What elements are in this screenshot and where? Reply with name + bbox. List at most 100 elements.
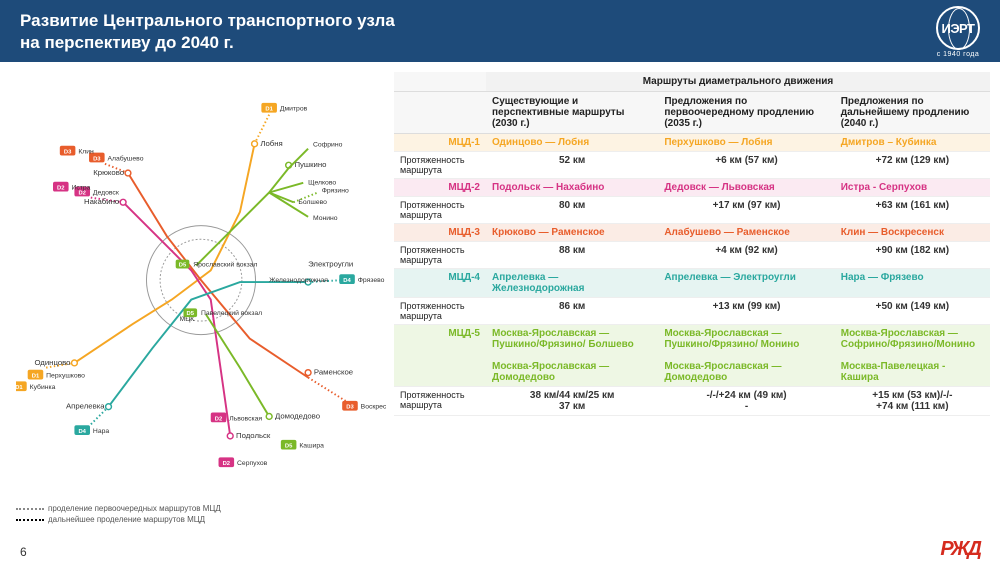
svg-text:Фрязино: Фрязино — [322, 188, 349, 195]
col-header-0 — [394, 92, 486, 134]
mcd5-len_2035: -/-/+24 км (49 км) - — [658, 387, 834, 416]
mcd2-route_2030: Подольск — Нахабино — [486, 179, 658, 197]
mcd5-len_2040: +15 км (53 км)/-/- +74 км (111 км) — [835, 387, 990, 416]
length-row-mcd5: Протяженность маршрута38 км/44 км/25 км … — [394, 387, 990, 416]
svg-text:Львовская: Львовская — [229, 415, 262, 422]
svg-text:D5: D5 — [179, 263, 187, 269]
svg-text:Клин: Клин — [78, 149, 94, 156]
table-super-header: Маршруты диаметрального движения — [486, 72, 990, 92]
mcd4-len_2040: +50 км (149 км) — [835, 298, 990, 325]
length-label-mcd1: Протяженность маршрута — [394, 152, 486, 179]
route-row-mcd5: МЦД-5Москва-Ярославская — Пушкино/Фрязин… — [394, 325, 990, 387]
mcd4-len_2030: 86 км — [486, 298, 658, 325]
mcd3-route_2035: Алабушево — Раменское — [658, 224, 834, 242]
route-row-mcd4: МЦД-4Апрелевка — ЖелезнодорожнаяАпрелевк… — [394, 269, 990, 298]
svg-text:Павелецкий вокзал: Павелецкий вокзал — [201, 309, 262, 317]
col-header-2: Предложения по первоочередному продлению… — [658, 92, 834, 134]
mcd3-route_2040: Клин — Воскресенск — [835, 224, 990, 242]
mcd1-route_2035: Перхушково — Лобня — [658, 134, 834, 152]
svg-text:D1: D1 — [16, 385, 23, 391]
rzd-logo: РЖД — [940, 538, 980, 561]
svg-text:Софрино: Софрино — [313, 142, 343, 149]
legend-item: проделение первоочередных маршрутов МЦД — [16, 503, 386, 514]
svg-text:D3: D3 — [64, 150, 72, 156]
svg-text:Пушкино: Пушкино — [294, 160, 326, 169]
svg-text:Кашира: Кашира — [299, 443, 324, 450]
svg-text:D5: D5 — [187, 311, 195, 317]
svg-text:D4: D4 — [343, 278, 351, 284]
length-row-mcd4: Протяженность маршрута86 км+13 км (99 км… — [394, 298, 990, 325]
svg-text:D2: D2 — [57, 186, 65, 192]
svg-text:Дмитров: Дмитров — [280, 106, 308, 113]
routes-table: Маршруты диаметрального движения Существ… — [394, 72, 990, 416]
route-label-mcd2: МЦД-2 — [394, 179, 486, 197]
route-label-mcd1: МЦД-1 — [394, 134, 486, 152]
slide-header: Развитие Центрального транспортного узла… — [0, 0, 1000, 62]
mcd2-len_2030: 80 км — [486, 197, 658, 224]
col-header-3: Предложения по дальнейшему продлению (20… — [835, 92, 990, 134]
svg-text:Лобня: Лобня — [260, 139, 282, 148]
svg-text:Болшево: Болшево — [298, 199, 327, 206]
length-row-mcd1: Протяженность маршрута52 км+6 км (57 км)… — [394, 152, 990, 179]
svg-text:Крюково: Крюково — [93, 168, 124, 177]
route-row-mcd3: МЦД-3Крюково — РаменскоеАлабушево — Раме… — [394, 224, 990, 242]
mcd3-len_2035: +4 км (92 км) — [658, 242, 834, 269]
mcd2-route_2040: Истра - Серпухов — [835, 179, 990, 197]
mcd4-route_2030: Апрелевка — Железнодорожная — [486, 269, 658, 298]
length-row-mcd2: Протяженность маршрута80 км+17 км (97 км… — [394, 197, 990, 224]
mcd1-len_2035: +6 км (57 км) — [658, 152, 834, 179]
length-label-mcd5: Протяженность маршрута — [394, 387, 486, 416]
route-label-mcd5: МЦД-5 — [394, 325, 486, 387]
svg-text:D3: D3 — [346, 405, 354, 411]
route-row-mcd1: МЦД-1Одинцово — ЛобняПерхушково — ЛобняД… — [394, 134, 990, 152]
svg-text:Подольск: Подольск — [236, 431, 271, 440]
mcd3-len_2040: +90 км (182 км) — [835, 242, 990, 269]
svg-text:D2: D2 — [215, 416, 223, 422]
mcd4-len_2035: +13 км (99 км) — [658, 298, 834, 325]
route-row-mcd2: МЦД-2Подольск — НахабиноДедовск — Львовс… — [394, 179, 990, 197]
svg-text:Истра: Истра — [72, 185, 91, 192]
mcd3-route_2030: Крюково — Раменское — [486, 224, 658, 242]
length-row-mcd3: Протяженность маршрута88 км+4 км (92 км)… — [394, 242, 990, 269]
svg-text:D2: D2 — [223, 461, 231, 467]
svg-text:Серпухов: Серпухов — [237, 460, 268, 467]
svg-text:D4: D4 — [78, 429, 86, 435]
svg-text:Нара: Нара — [93, 428, 109, 435]
svg-text:Кубинка: Кубинка — [30, 383, 56, 391]
svg-text:D3: D3 — [93, 156, 101, 162]
svg-text:Фрязево: Фрязево — [358, 277, 385, 284]
length-label-mcd2: Протяженность маршрута — [394, 197, 486, 224]
svg-text:Одинцово: Одинцово — [34, 358, 70, 367]
svg-text:Дедовск: Дедовск — [93, 189, 119, 196]
svg-text:Апрелевка: Апрелевка — [66, 402, 105, 411]
route-map: Одинцово Лобня D1 Перхушково D1 Кубинка D1 Дмит… — [16, 70, 386, 500]
mcd2-len_2035: +17 км (97 км) — [658, 197, 834, 224]
mcd5-route_2035: Москва-Ярославская — Пушкино/Фрязино/ Мо… — [658, 325, 834, 387]
mcd1-route_2030: Одинцово — Лобня — [486, 134, 658, 152]
length-label-mcd4: Протяженность маршрута — [394, 298, 486, 325]
mcd4-route_2035: Апрелевка — Электроугли — [658, 269, 834, 298]
svg-text:Накабино: Накабино — [84, 197, 119, 206]
svg-text:D1: D1 — [32, 374, 40, 380]
svg-text:Домодедово: Домодедово — [275, 411, 320, 420]
svg-text:Раменское: Раменское — [314, 368, 353, 377]
routes-table-panel: Маршруты диаметрального движения Существ… — [390, 62, 1000, 537]
mcd1-route_2040: Дмитров – Кубинка — [835, 134, 990, 152]
svg-text:Перхушково: Перхушково — [46, 373, 85, 380]
mcd3-len_2030: 88 км — [486, 242, 658, 269]
page-number: 6 — [20, 545, 27, 559]
map-legend: проделение первоочередных маршрутов МЦДд… — [16, 503, 386, 525]
svg-text:Щелково: Щелково — [308, 180, 336, 187]
mcd5-len_2030: 38 км/44 км/25 км 37 км — [486, 387, 658, 416]
svg-text:D1: D1 — [265, 107, 273, 113]
iert-logo: ИЭРТ с 1940 года — [936, 6, 980, 58]
col-header-1: Существующие и перспективные маршруты (2… — [486, 92, 658, 134]
svg-text:D5: D5 — [285, 444, 293, 450]
mcd5-route_2030: Москва-Ярославская — Пушкино/Фрязино/ Бо… — [486, 325, 658, 387]
legend-item: дальнейшее проделение маршрутов МЦД — [16, 514, 386, 525]
mcd2-len_2040: +63 км (161 км) — [835, 197, 990, 224]
mcd1-len_2040: +72 км (129 км) — [835, 152, 990, 179]
svg-text:Ярославский вокзал: Ярославский вокзал — [193, 261, 257, 269]
mcd1-len_2030: 52 км — [486, 152, 658, 179]
route-label-mcd4: МЦД-4 — [394, 269, 486, 298]
